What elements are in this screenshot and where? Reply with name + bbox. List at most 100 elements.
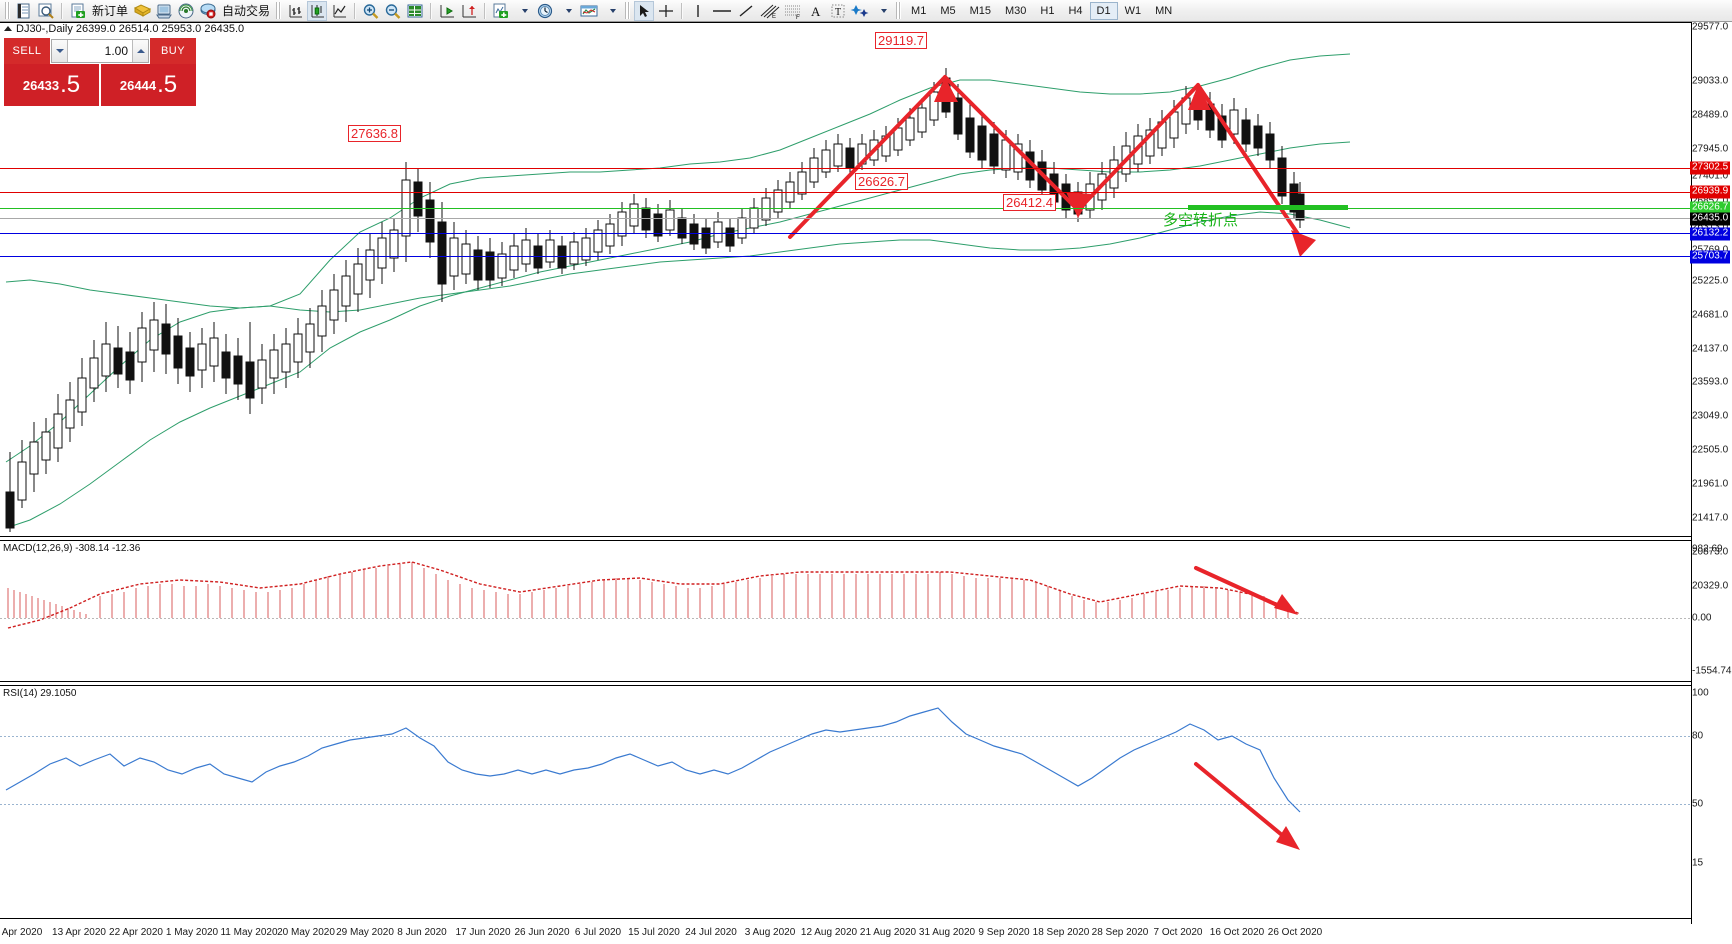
one-click-trading-panel[interactable]: SELL 1.00 BUY 26433.5 26444.5 xyxy=(4,38,196,106)
signal-icon[interactable] xyxy=(176,1,196,21)
shapes-icon[interactable] xyxy=(850,1,870,21)
timeframe-m1[interactable]: M1 xyxy=(911,4,927,17)
folder-icon[interactable] xyxy=(132,1,152,21)
indicators-dropdown-arrow[interactable] xyxy=(513,1,533,21)
vline-icon[interactable] xyxy=(688,1,708,21)
price-tick: 23593.0 xyxy=(1692,376,1729,388)
toolbar-separator-5 xyxy=(681,2,684,19)
crosshair-icon[interactable] xyxy=(656,1,676,21)
timeframe-w1[interactable]: W1 xyxy=(1124,4,1142,17)
buy-price[interactable]: 26444.5 xyxy=(101,64,196,106)
annotation-turning-point[interactable]: 多空转折点 xyxy=(1163,211,1239,229)
time-label: 26 Jun 2020 xyxy=(514,927,570,938)
volume-increase-button[interactable] xyxy=(132,40,148,62)
timeframe-h4[interactable]: H4 xyxy=(1068,4,1083,17)
buy-button[interactable]: BUY xyxy=(150,38,196,64)
autotrade-label[interactable]: 自动交易 xyxy=(222,4,271,18)
time-label: 18 Sep 2020 xyxy=(1032,927,1090,938)
price-badge-resistance-1: 27302.5 xyxy=(1690,161,1731,175)
server-icon[interactable] xyxy=(154,1,174,21)
toolbar-grip[interactable] xyxy=(5,2,10,19)
time-label: 21 Aug 2020 xyxy=(859,927,917,938)
shapes-dropdown-arrow[interactable] xyxy=(872,1,892,21)
buy-price-integer: 26444 xyxy=(119,77,157,93)
time-label: 11 May 2020 xyxy=(220,927,278,938)
sell-button[interactable]: SELL xyxy=(4,38,50,64)
time-label: 3 Aug 2020 xyxy=(744,927,796,938)
price-tick: 28489.0 xyxy=(1692,109,1729,121)
magnifier-window-icon[interactable] xyxy=(36,1,56,21)
trendline-icon[interactable] xyxy=(736,1,756,21)
cursor-icon[interactable] xyxy=(634,0,655,21)
timeframe-mn[interactable]: MN xyxy=(1155,4,1173,17)
annotation-27636[interactable]: 27636.8 xyxy=(348,125,401,142)
price-tick: 26857.0 xyxy=(1692,196,1728,207)
line-chart-icon[interactable] xyxy=(329,1,349,21)
level-line-26626[interactable] xyxy=(0,208,1692,209)
hline-icon[interactable] xyxy=(710,1,734,21)
price-badge-support-blue-2: 25703.7 xyxy=(1690,250,1731,264)
toolbar-grip-4[interactable] xyxy=(896,2,902,19)
autotrade-icon[interactable] xyxy=(198,1,218,21)
volume-value[interactable]: 1.00 xyxy=(104,44,128,58)
timeframe-m5[interactable]: M5 xyxy=(940,4,956,17)
volume-decrease-button[interactable] xyxy=(52,40,68,62)
templates-icon[interactable] xyxy=(579,1,599,21)
level-line-26939[interactable] xyxy=(0,192,1692,193)
toolbar-grip-3[interactable] xyxy=(625,2,631,19)
time-label: 13 Apr 2020 xyxy=(52,927,106,938)
document-icon[interactable] xyxy=(14,1,34,21)
level-line-26132[interactable] xyxy=(0,233,1692,234)
rsi-label: RSI(14) 29.1050 xyxy=(3,688,77,699)
price-tick: 22505.0 xyxy=(1692,444,1729,456)
chart-area[interactable]: DJ30-,Daily 26399.0 26514.0 25953.0 2643… xyxy=(0,22,1732,944)
chart-canvas xyxy=(0,22,1692,944)
annotation-26412[interactable]: 26412.4 xyxy=(1003,194,1056,211)
macd-tick: 982.69 xyxy=(1692,543,1723,555)
level-line-27302[interactable] xyxy=(0,168,1692,169)
time-axis[interactable]: Apr 2020 13 Apr 2020 22 Apr 2020 1 May 2… xyxy=(0,924,1692,944)
price-axis[interactable]: 29577.0 29033.0 28489.0 27945.0 27401.0 … xyxy=(1690,22,1732,944)
chart-title: DJ30-,Daily 26399.0 26514.0 25953.0 2643… xyxy=(4,23,244,35)
arrow-head-peak2 xyxy=(1188,85,1211,110)
equidistant-channel-icon[interactable]: E xyxy=(758,1,780,21)
price-tick: 24137.0 xyxy=(1692,343,1729,355)
price-tick: 25769.0 xyxy=(1692,245,1728,256)
text-label-icon[interactable]: T xyxy=(828,1,848,21)
period-icon[interactable] xyxy=(535,1,555,21)
period-dropdown-arrow[interactable] xyxy=(557,1,577,21)
sell-price[interactable]: 26433.5 xyxy=(4,64,101,106)
text-icon[interactable]: A xyxy=(806,1,826,21)
timeframe-m15[interactable]: M15 xyxy=(969,4,991,17)
toolbar-separator xyxy=(61,2,63,19)
timeframe-m30[interactable]: M30 xyxy=(1005,4,1027,17)
timeframe-h1[interactable]: H1 xyxy=(1040,4,1055,17)
indicators-icon[interactable] xyxy=(491,1,511,21)
fibonacci-icon[interactable]: F xyxy=(782,1,804,21)
data-window-icon[interactable] xyxy=(405,1,425,21)
arrow-head-valley xyxy=(1066,192,1092,218)
volume-stepper[interactable]: 1.00 xyxy=(51,39,149,63)
zoom-out-icon[interactable] xyxy=(383,1,403,21)
price-badge-support-blue-1: 26132.2 xyxy=(1690,227,1731,241)
templates-dropdown-arrow[interactable] xyxy=(601,1,621,21)
zoom-in-icon[interactable] xyxy=(361,1,381,21)
annotation-26626[interactable]: 26626.7 xyxy=(855,173,908,190)
price-tick: 25225.0 xyxy=(1692,275,1729,287)
toolbar-grip-2[interactable] xyxy=(276,2,282,19)
level-line-25703[interactable] xyxy=(0,256,1692,257)
candle-chart-icon[interactable] xyxy=(307,0,328,21)
auto-scroll-icon[interactable] xyxy=(459,1,479,21)
sell-price-integer: 26433 xyxy=(22,77,60,93)
price-badge-current-price: 26435.0 xyxy=(1690,212,1731,226)
rsi-tick: 15 xyxy=(1692,857,1704,869)
rsi-line xyxy=(5,707,1301,813)
collapse-triangle-icon[interactable] xyxy=(4,26,12,31)
new-order-icon[interactable] xyxy=(68,1,88,21)
sell-price-fraction: .5 xyxy=(60,71,81,98)
chart-shift-icon[interactable] xyxy=(437,1,457,21)
bar-chart-icon[interactable] xyxy=(285,1,305,21)
annotation-29119[interactable]: 29119.7 xyxy=(875,32,928,49)
timeframe-d1[interactable]: D1 xyxy=(1089,1,1118,20)
new-order-label[interactable]: 新订单 xyxy=(92,4,129,18)
